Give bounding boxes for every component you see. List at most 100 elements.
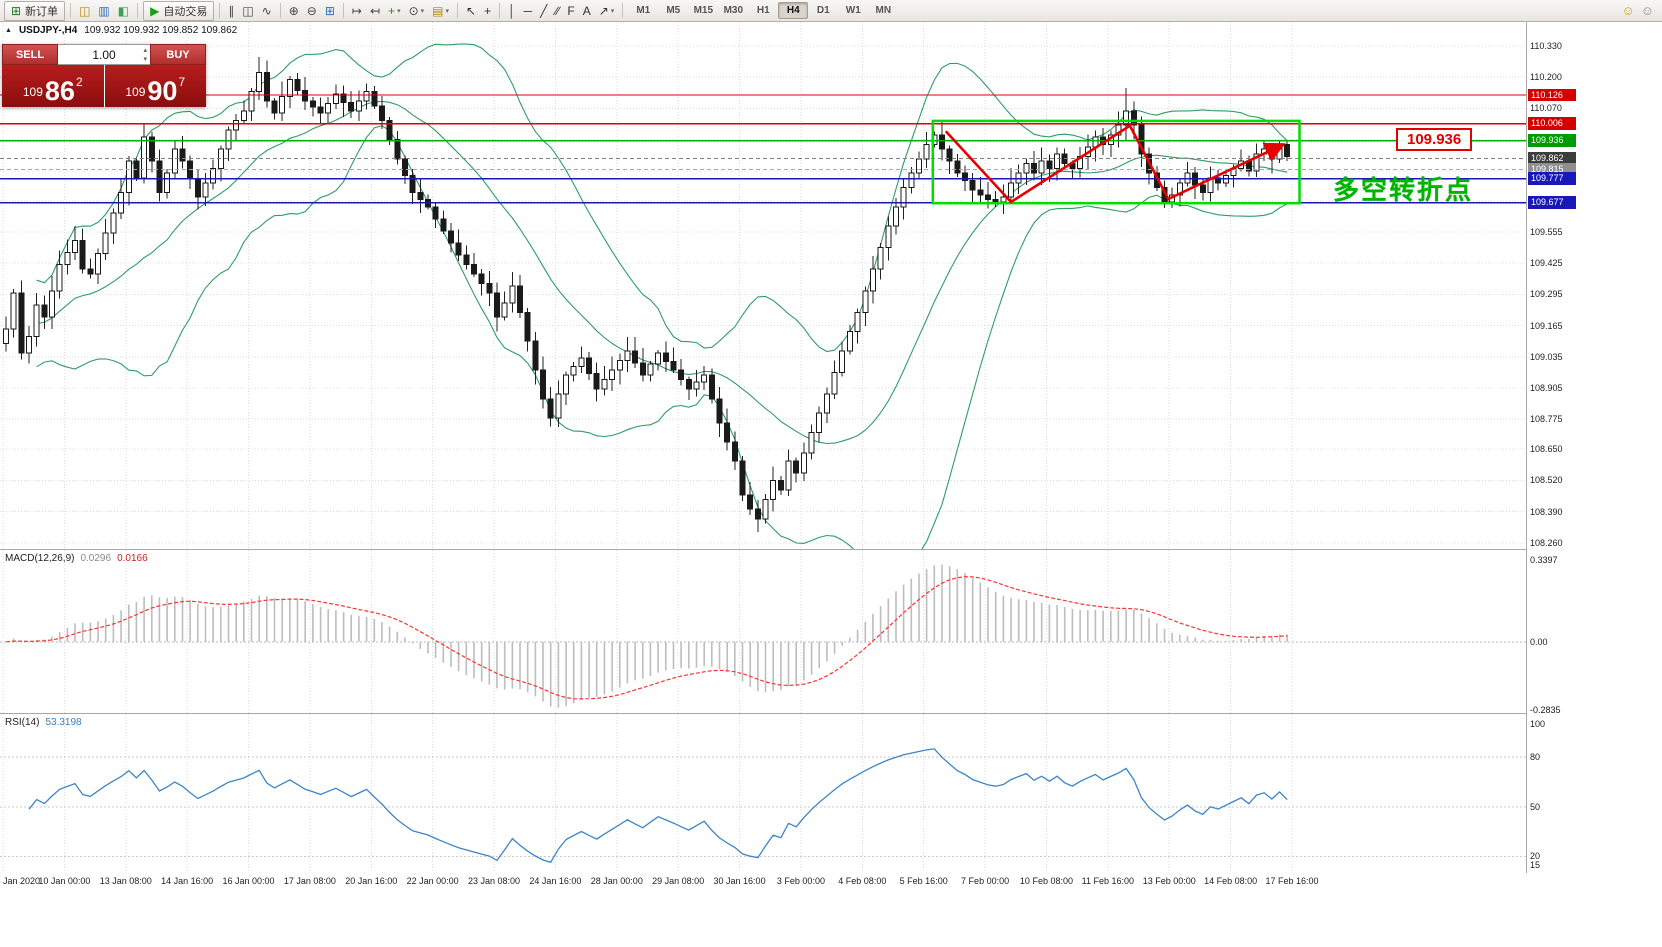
- volume-value: 1.00: [92, 47, 116, 62]
- new-order-button-label: 新订单: [25, 5, 59, 18]
- zoom-in-icon-glyph: ⊕: [288, 3, 299, 18]
- bar-chart-icon[interactable]: ∥: [225, 2, 237, 20]
- price-flag-annotation[interactable]: 109.936: [1396, 128, 1473, 151]
- buy-price-sup: 7: [178, 75, 186, 89]
- auto-scroll-icon[interactable]: ↦: [349, 2, 365, 20]
- time-label: 13 Feb 00:00: [1142, 876, 1196, 886]
- dropdown-caret-icon: ▾: [397, 7, 401, 15]
- time-label: 4 Feb 08:00: [838, 876, 887, 886]
- tile-windows-icon[interactable]: ⊞: [322, 2, 338, 20]
- timeframe-m5[interactable]: M5: [666, 5, 681, 16]
- indicators-button[interactable]: + ▾: [385, 2, 404, 20]
- timeframe-h4[interactable]: H4: [778, 2, 809, 19]
- horizontal-line-icon[interactable]: ─: [521, 2, 536, 20]
- zoom-in-icon[interactable]: ⊕: [286, 2, 302, 20]
- collapse-icon[interactable]: ▲: [5, 27, 12, 34]
- main-chart[interactable]: [0, 22, 1526, 549]
- dropdown-caret-icon: ▾: [445, 7, 450, 15]
- market-watch-icon[interactable]: ◫: [76, 2, 93, 20]
- rsi-axis-label: 20: [1530, 851, 1541, 862]
- trendline-icon-glyph: ╱: [540, 3, 548, 18]
- channel-icon[interactable]: ∕∕: [552, 2, 562, 20]
- crosshair-icon[interactable]: +: [481, 2, 494, 20]
- zoom-out-icon-glyph: ⊖: [306, 3, 317, 18]
- periods-button[interactable]: ⊙ ▾: [406, 2, 428, 20]
- turning-point-annotation[interactable]: 多空转折点: [1333, 175, 1474, 205]
- templates-button[interactable]: ▤ ▾: [429, 2, 452, 20]
- time-label: 3 Feb 00:00: [776, 876, 825, 886]
- chart-shift-icon[interactable]: ↤: [367, 2, 383, 20]
- channel-icon-glyph: ∕∕: [555, 3, 560, 18]
- timeframe-mn[interactable]: MN: [875, 5, 892, 16]
- new-order-button[interactable]: ⊞ 新订单: [4, 0, 66, 21]
- main-toolbar: ⊞ 新订单 ◫ ▥ ◧ ▶ 自动交易 ∥ ◫ ∿ ⊕ ⊖ ⊞ ↦ ↤ + ▾ ⊙ ▾ ▤ ▾ ↖ + │ ─ ╱ ∕∕ F A ↗ ▾ M1 M…: [0, 0, 1662, 22]
- time-label: 20 Jan 16:00: [345, 876, 398, 886]
- auto-trading-glyph: ▶: [150, 3, 160, 18]
- rsi-axis-label: 50: [1530, 801, 1541, 812]
- timeframe-m15[interactable]: M15: [693, 5, 714, 16]
- timeframe-w1[interactable]: W1: [845, 5, 861, 16]
- auto-trading-button-label: 自动交易: [163, 5, 208, 18]
- arrows-icon[interactable]: ↗ ▾: [596, 2, 618, 20]
- rsi-panel[interactable]: [0, 714, 1526, 873]
- price-axis-label: 109.035: [1530, 351, 1563, 362]
- sell-price-prefix: 109: [22, 85, 43, 99]
- price-axis-label: 110.200: [1530, 72, 1562, 83]
- sell-price-button[interactable]: 109 86 2: [2, 65, 104, 107]
- zoom-out-icon[interactable]: ⊖: [304, 2, 320, 20]
- price-axis[interactable]: 110.330 110.200 110.070 109.555 109.425 109.2…: [1526, 22, 1662, 891]
- price-axis-label: 108.520: [1530, 475, 1563, 486]
- price-axis-label: 110.070: [1530, 103, 1562, 114]
- data-window-icon-glyph: ▥: [98, 3, 110, 18]
- time-label: 10 Jan 00:00: [38, 876, 91, 886]
- auto-trading-button[interactable]: ▶ 自动交易: [143, 0, 215, 21]
- macd-panel[interactable]: [0, 550, 1526, 713]
- price-axis-label: 108.260: [1530, 537, 1563, 548]
- price-marker-label: 109.936: [1528, 134, 1576, 147]
- cursor-icon[interactable]: ↖: [463, 2, 479, 20]
- vertical-line-icon[interactable]: │: [505, 2, 519, 20]
- time-label: 5 Feb 16:00: [899, 876, 948, 886]
- timeframe-h1[interactable]: H1: [756, 5, 770, 16]
- price-marker-label: 109.777: [1528, 172, 1576, 185]
- volume-down-button[interactable]: ▾: [143, 56, 147, 63]
- volume-input[interactable]: 1.00 ▴ ▾: [58, 44, 150, 65]
- time-label: 30 Jan 16:00: [713, 876, 766, 886]
- rsi-axis-label: 80: [1530, 752, 1541, 763]
- toolbar-separator: [622, 3, 624, 18]
- fibonacci-icon[interactable]: F: [564, 2, 577, 20]
- symbol-info-bar: ▲ USDJPY-,H4 109.932 109.932 109.852 109…: [5, 25, 237, 36]
- price-axis-label: 108.650: [1530, 444, 1563, 455]
- price-marker-label: 109.862: [1528, 151, 1576, 165]
- price-axis-label: 108.390: [1530, 506, 1563, 517]
- data-window-icon[interactable]: ▥: [95, 2, 112, 20]
- toolbar-separator: [279, 3, 281, 18]
- profile-icon[interactable]: ☺: [1640, 3, 1654, 18]
- timeframe-d1[interactable]: D1: [816, 5, 830, 16]
- time-label: 29 Jan 08:00: [652, 876, 705, 886]
- trendline-icon[interactable]: ╱: [537, 2, 550, 20]
- time-axis[interactable]: Jan 2020 10 Jan 00:00 13 Jan 08:00 14 Jan 1…: [0, 873, 1662, 891]
- candlestick-chart-icon[interactable]: ◫: [239, 2, 256, 20]
- crosshair-icon-glyph: +: [484, 3, 492, 18]
- symbol-name: USDJPY-,H4: [18, 25, 78, 36]
- navigator-icon[interactable]: ◧: [115, 2, 132, 20]
- panel-separator[interactable]: [0, 549, 1662, 550]
- community-icon[interactable]: ☺: [1621, 3, 1635, 18]
- buy-button[interactable]: BUY: [150, 44, 206, 65]
- text-icon[interactable]: A: [580, 2, 594, 20]
- indicators-glyph: +: [388, 3, 396, 18]
- price-marker-label: 110.006: [1528, 117, 1576, 130]
- volume-up-button[interactable]: ▴: [143, 47, 147, 54]
- timeframe-m1[interactable]: M1: [636, 5, 651, 16]
- time-label: 7 Feb 00:00: [961, 876, 1010, 886]
- fibonacci-icon-glyph: F: [567, 3, 575, 18]
- timeframe-m30[interactable]: M30: [723, 5, 744, 16]
- line-chart-icon[interactable]: ∿: [259, 2, 275, 20]
- sell-button[interactable]: SELL: [2, 44, 58, 65]
- price-axis-label: 109.165: [1530, 320, 1563, 331]
- price-axis-label: 108.775: [1530, 414, 1563, 425]
- buy-price-button[interactable]: 109 90 7: [104, 65, 206, 107]
- panel-separator[interactable]: [0, 713, 1662, 714]
